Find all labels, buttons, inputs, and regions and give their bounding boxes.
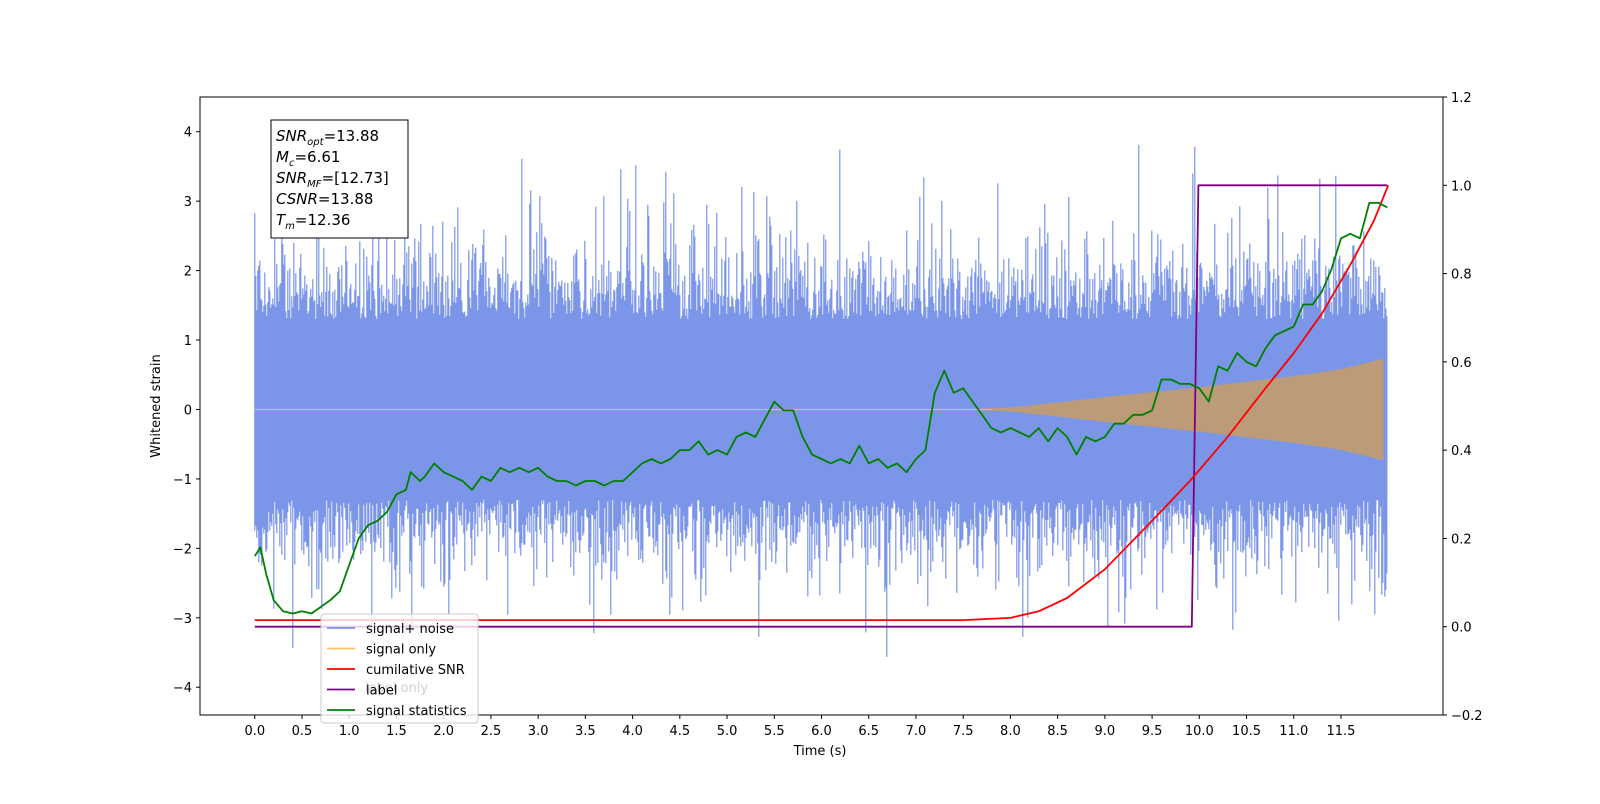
y-tick-label: −2 <box>173 542 192 557</box>
y2-tick-label: 1.0 <box>1451 179 1472 194</box>
y-tick-label: 0 <box>184 403 192 418</box>
y-tick-label: 4 <box>184 126 192 141</box>
x-tick-label: 4.5 <box>669 724 690 739</box>
x-tick-label: 7.5 <box>953 724 974 739</box>
y-tick-label: 1 <box>184 334 192 349</box>
x-tick-label: 1.5 <box>386 724 407 739</box>
annotation-frame <box>270 119 409 239</box>
y-tick-label: 2 <box>184 265 192 280</box>
x-tick-label: 0.5 <box>292 724 313 739</box>
x-axis-label: Time (s) <box>793 744 847 759</box>
annotation-line: CSNR=13.88 <box>276 190 373 208</box>
x-tick-label: 3.0 <box>528 724 549 739</box>
y2-tick-label: 0.6 <box>1451 356 1472 371</box>
x-tick-label: 1.0 <box>339 724 360 739</box>
annotation-line: Mc=6.61 <box>276 148 340 169</box>
x-tick-label: 5.0 <box>717 724 738 739</box>
legend-label: signal only <box>366 643 436 658</box>
signal-statistics-line <box>254 201 1388 615</box>
legend-label: signal+ noise <box>366 622 454 637</box>
x-tick-label: 11.0 <box>1279 724 1308 739</box>
annotation-lines: SNRopt=13.88Mc=6.61SNRMF=[12.73]CSNR=13.… <box>276 127 389 232</box>
annotation-line: SNRMF=[12.73] <box>276 169 389 190</box>
y2-tick-label: 0.8 <box>1451 268 1472 283</box>
label-line <box>254 184 1388 628</box>
legend-frame <box>320 613 479 724</box>
x-tick-label: 8.0 <box>1000 724 1021 739</box>
y-axis-label: Whitened strain <box>149 354 164 457</box>
legend-label: signal statistics <box>366 704 467 719</box>
x-tick-label: 8.5 <box>1047 724 1068 739</box>
y2-tick-label: 0.0 <box>1451 621 1472 636</box>
x-tick-label: 10.0 <box>1185 724 1214 739</box>
x-tick-label: 4.0 <box>622 724 643 739</box>
y2-tick-label: 0.2 <box>1451 532 1472 547</box>
x-tick-label: 7.0 <box>906 724 927 739</box>
y-tick-label: −1 <box>173 473 192 488</box>
annotation-box: SNRopt=13.88Mc=6.61SNRMF=[12.73]CSNR=13.… <box>270 119 409 239</box>
y-tick-label: −3 <box>173 612 192 627</box>
x-tick-label: 6.0 <box>811 724 832 739</box>
signal-only-envelope <box>254 358 1384 461</box>
legend-entries: signal+ noise signal only cumilative SNR la… <box>327 622 467 719</box>
legend: label only signal+ noise signal only cumil… <box>320 613 479 724</box>
x-tick-label: 6.5 <box>858 724 879 739</box>
legend-occluded-text: label only <box>365 681 428 696</box>
tick-layer: 0.0 0.5 1.0 1.5 2.0 2.5 3.0 3.5 4.0 4.5 5.0 5.5 6.0 6… <box>173 91 1483 739</box>
annotation-line: Tm=12.36 <box>276 211 350 232</box>
x-tick-label: 10.5 <box>1232 724 1261 739</box>
x-tick-label: 2.0 <box>433 724 454 739</box>
y-tick-label: −4 <box>173 681 192 696</box>
y-tick-label: 3 <box>184 195 192 210</box>
x-tick-label: 11.5 <box>1327 724 1356 739</box>
y2-tick-label: −0.2 <box>1451 709 1483 724</box>
x-tick-label: 9.5 <box>1142 724 1163 739</box>
legend-label: cumilative SNR <box>366 663 465 678</box>
x-tick-label: 9.0 <box>1095 724 1116 739</box>
x-tick-label: 2.5 <box>481 724 502 739</box>
y2-tick-label: 0.4 <box>1451 444 1472 459</box>
y2-tick-label: 1.2 <box>1451 91 1472 106</box>
x-tick-label: 5.5 <box>764 724 785 739</box>
cumulative-snr-line <box>254 184 1390 621</box>
legend-label: label <box>366 684 397 699</box>
annotation-line: SNRopt=13.88 <box>276 127 379 148</box>
plot-area <box>254 144 1390 657</box>
x-tick-label: 0.0 <box>244 724 265 739</box>
x-tick-label: 3.5 <box>575 724 596 739</box>
